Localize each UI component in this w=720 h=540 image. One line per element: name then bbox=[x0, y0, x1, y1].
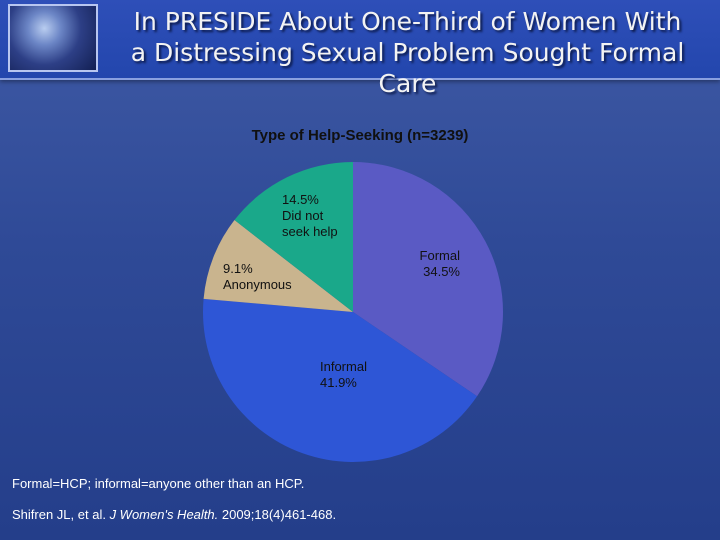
slice-formal bbox=[353, 162, 503, 397]
slide-title-line-1: In PRESIDE About One-Third of Women With bbox=[133, 7, 682, 36]
label-informal: Informal 41.9% bbox=[320, 359, 367, 390]
label-anonymous: 9.1% Anonymous bbox=[223, 261, 292, 292]
label-formal: Formal 34.5% bbox=[419, 248, 460, 279]
slice-informal bbox=[203, 298, 478, 462]
citation-journal: J Women's Health. bbox=[109, 507, 219, 522]
chart-title: Type of Help-Seeking (n=3239) bbox=[251, 127, 469, 144]
slice-anonymous bbox=[203, 220, 353, 312]
label-did-not-seek-help: 14.5% Did not seek help bbox=[282, 192, 338, 239]
footnote-citation: Shifren JL, et al. J Women's Health. 200… bbox=[12, 507, 336, 522]
footnote-definition: Formal=HCP; informal=anyone other than a… bbox=[12, 476, 305, 491]
slice-did-not-seek-help bbox=[234, 162, 353, 312]
citation-details: 2009;18(4)461-468. bbox=[218, 507, 337, 522]
title-bar: In PRESIDE About One-Third of Women With… bbox=[0, 0, 720, 98]
slide-title-line-2: a Distressing Sexual Problem Sought Form… bbox=[130, 38, 685, 98]
brain-logo-image bbox=[8, 4, 98, 72]
citation-authors: Shifren JL, et al. bbox=[12, 507, 110, 522]
slide-title: In PRESIDE About One-Third of Women With… bbox=[100, 6, 715, 99]
